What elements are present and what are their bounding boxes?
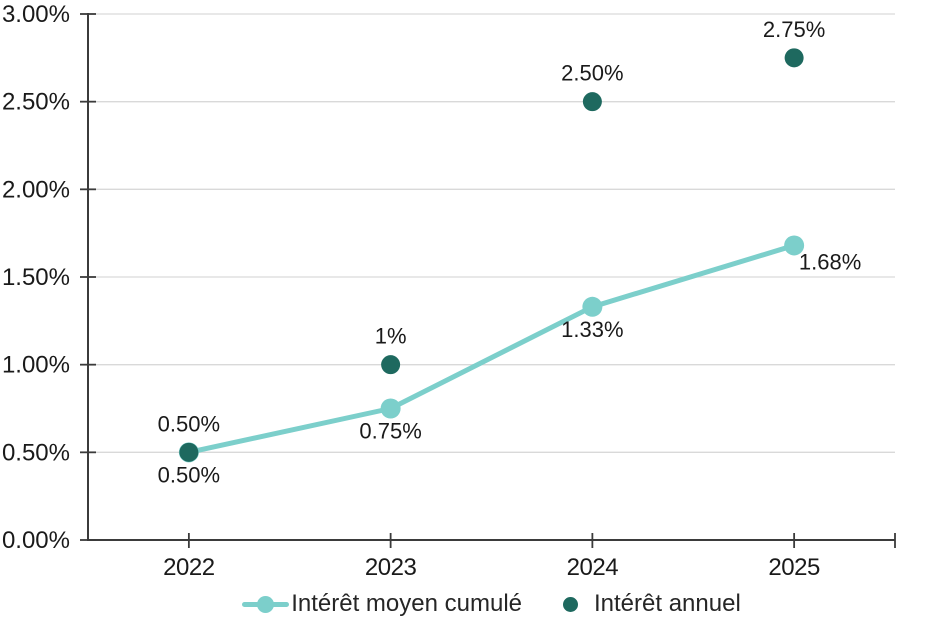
line-data-point [784,235,805,256]
legend-label-cumule: Intérêt moyen cumulé [291,590,522,617]
scatter-data-point [582,92,602,112]
data-point-label: 0.50% [158,411,220,436]
x-axis-tick-label: 2024 [567,554,619,578]
line-chart-canvas: 0.00% 0.50% 1.00% 1.50% 2.00% 2.50% 3.00% 2022 2… [2,1,896,581]
legend-item-interet-annuel: Intérêt annuel [563,590,741,618]
legend-item-interet-moyen-cumule: Intérêt moyen cumulé [242,590,522,618]
data-point-label: 1.68% [799,249,861,274]
series-line [186,242,797,455]
data-point-label: 2.75% [763,17,825,42]
y-axis-tick-label: 3.00% [2,1,70,28]
line-marker-dot-icon [257,595,275,613]
scatter-data-point [381,355,401,375]
y-axis-tick-label: 0.50% [2,439,70,466]
data-point-label: 0.75% [359,419,421,444]
y-axis-tick-label: 2.00% [2,176,70,203]
data-point-label: 2.50% [561,61,623,86]
legend-label-annuel: Intérêt annuel [594,590,741,617]
data-point-label: 1% [375,324,407,349]
x-axis-tick-label: 2023 [365,554,417,578]
y-axis-tick-label: 1.50% [2,264,70,291]
line-dot-marker-icon [242,595,290,613]
line-data-point [582,296,603,317]
x-axis-tick-label: 2025 [768,554,820,578]
scatter-data-point [784,48,804,68]
y-axis-tick-label: 2.50% [2,89,70,116]
y-axis-tick-label: 0.00% [2,527,70,554]
data-point-label: 1.33% [561,317,623,342]
y-axis-tick-label: 1.00% [2,352,70,379]
chart-legend: Intérêt moyen cumulé Intérêt annuel [88,586,895,622]
scatter-data-point [179,442,199,462]
dot-marker-icon [563,596,578,612]
line-data-point [380,398,401,419]
x-axis-tick-label: 2022 [163,554,215,578]
data-point-label: 0.50% [158,462,220,487]
